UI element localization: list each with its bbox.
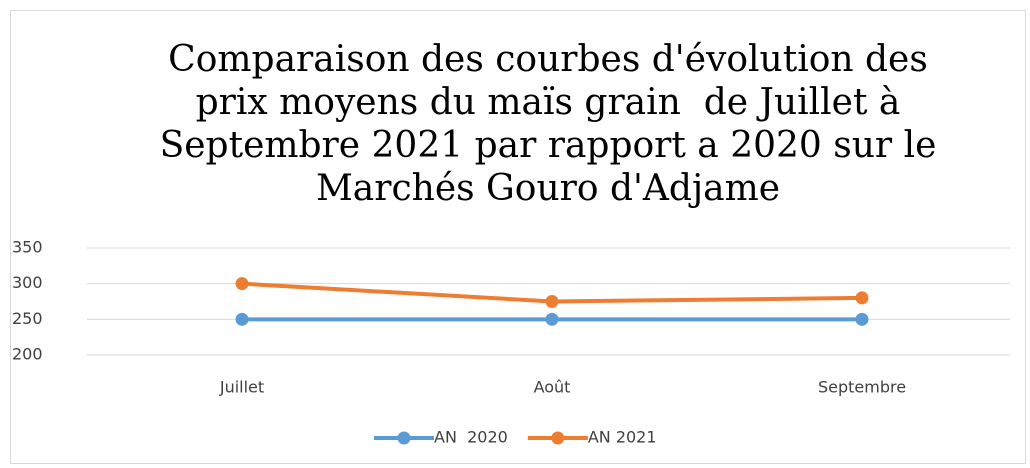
data-point: [545, 295, 559, 308]
legend-label: AN 2021: [588, 428, 657, 447]
data-point: [545, 312, 559, 326]
y-tick-label: 250: [12, 309, 43, 328]
legend-marker: [551, 431, 565, 445]
legend-marker: [397, 431, 411, 445]
chart-title: Comparaison des courbes d'évolution des …: [159, 39, 948, 209]
y-tick-label: 200: [12, 345, 43, 364]
y-tick-label: 300: [12, 273, 43, 292]
legend-label: AN 2020: [434, 428, 508, 447]
data-point: [855, 312, 869, 326]
data-point: [235, 312, 249, 326]
x-tick-label: Juillet: [219, 378, 264, 397]
data-point: [235, 277, 249, 291]
y-tick-label: 350: [12, 238, 43, 257]
x-tick-label: Septembre: [818, 378, 906, 397]
data-point: [855, 291, 869, 305]
chart-frame: [10, 10, 1026, 464]
x-tick-label: Août: [534, 378, 571, 397]
